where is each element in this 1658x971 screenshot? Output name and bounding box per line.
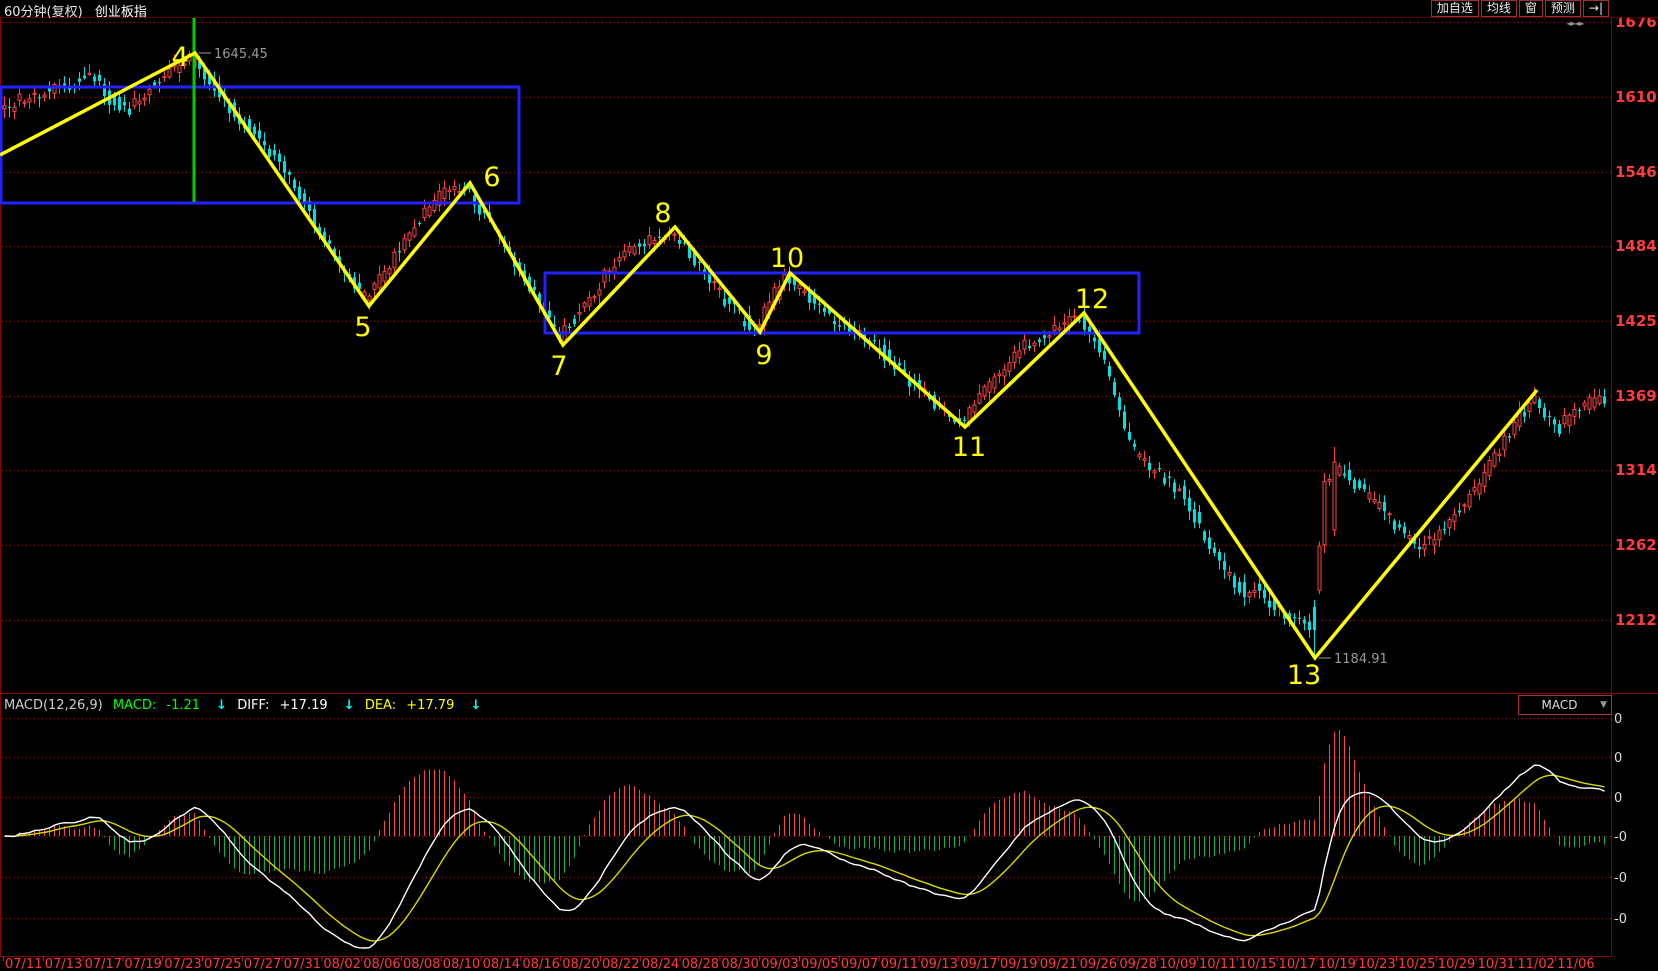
- svg-text:08/16: 08/16: [522, 957, 559, 971]
- svg-text:1262: 1262: [1615, 536, 1657, 554]
- grid-layer: [0, 18, 1658, 957]
- svg-text:08/28: 08/28: [682, 957, 719, 971]
- dea-down-arrow-icon: ↓: [470, 698, 482, 713]
- svg-text:0: 0: [1614, 791, 1622, 806]
- svg-text:10/17: 10/17: [1279, 957, 1316, 971]
- macd-layer: [4, 729, 1605, 949]
- svg-text:10/19: 10/19: [1318, 957, 1355, 971]
- toolbar-buttons: 加自选 均线 窗 预测 →|: [1429, 0, 1609, 17]
- svg-text:08/08: 08/08: [403, 957, 440, 971]
- svg-text:09/17: 09/17: [960, 957, 997, 971]
- macd-down-arrow-icon: ↓: [216, 698, 228, 713]
- svg-text:1610: 1610: [1615, 88, 1657, 106]
- overlay-layer: 4 5 6 7 8 9 10 11 12 13 1645.45 1184.91: [0, 18, 1539, 691]
- svg-text:1369: 1369: [1615, 387, 1657, 405]
- timeframe-label: 60分钟(复权): [4, 5, 83, 20]
- zigzag-line: [0, 50, 1539, 661]
- svg-text:11/02: 11/02: [1517, 957, 1554, 971]
- svg-text:07/19: 07/19: [124, 957, 161, 971]
- indicator-dropdown-label: MACD: [1541, 698, 1578, 712]
- svg-text:10/15: 10/15: [1239, 957, 1276, 971]
- window-button[interactable]: 窗: [1518, 0, 1543, 17]
- svg-text:08/10: 08/10: [443, 957, 480, 971]
- svg-text:08/06: 08/06: [363, 957, 400, 971]
- svg-text:07/13: 07/13: [45, 957, 82, 971]
- svg-text:08/20: 08/20: [562, 957, 599, 971]
- svg-text:10/11: 10/11: [1199, 957, 1236, 971]
- indicator-dropdown[interactable]: MACD ▼: [1518, 695, 1612, 715]
- macd-params-label: MACD(12,26,9): [4, 698, 103, 713]
- svg-text:-0: -0: [1614, 912, 1627, 927]
- svg-text:1314: 1314: [1615, 461, 1657, 479]
- svg-text:07/23: 07/23: [164, 957, 201, 971]
- chevron-down-icon: ▼: [1600, 700, 1607, 710]
- svg-text:0: 0: [1614, 751, 1622, 766]
- symbol-name: 创业板指: [94, 5, 147, 20]
- svg-text:08/24: 08/24: [642, 957, 679, 971]
- svg-text:1425: 1425: [1615, 312, 1657, 330]
- wave-point-label: 10: [770, 243, 804, 274]
- svg-text:1484: 1484: [1615, 237, 1657, 255]
- svg-text:09/28: 09/28: [1119, 957, 1156, 971]
- forecast-button[interactable]: 预测: [1544, 0, 1581, 17]
- svg-text:09/05: 09/05: [801, 957, 838, 971]
- price-annotation: 1184.91: [1334, 652, 1388, 667]
- svg-text:09/26: 09/26: [1080, 957, 1117, 971]
- svg-text:09/11: 09/11: [881, 957, 918, 971]
- svg-text:09/07: 09/07: [841, 957, 878, 971]
- svg-text:09/21: 09/21: [1040, 957, 1077, 971]
- wave-point-label: 5: [354, 312, 371, 343]
- wave-point-label: 13: [1287, 660, 1321, 691]
- svg-text:08/30: 08/30: [721, 957, 758, 971]
- svg-text:08/02: 08/02: [323, 957, 360, 971]
- svg-text:10/31: 10/31: [1478, 957, 1515, 971]
- svg-text:10/23: 10/23: [1358, 957, 1395, 971]
- wave-point-label: 4: [171, 42, 188, 73]
- svg-text:1212: 1212: [1615, 611, 1657, 629]
- svg-text:07/17: 07/17: [85, 957, 122, 971]
- top-bar: 60分钟(复权) 创业板指 加自选 均线 窗 预测 →|: [0, 0, 1658, 20]
- svg-text:07/11: 07/11: [5, 957, 42, 971]
- svg-text:-0: -0: [1614, 871, 1627, 886]
- svg-text:09/19: 09/19: [1000, 957, 1037, 971]
- macd-header: MACD(12,26,9) MACD: -1.21 ↓ DIFF: +17.19…: [4, 695, 487, 717]
- axis-layer: 167616101546148414251369131412621212000-…: [3, 13, 1657, 971]
- wave-point-label: 12: [1075, 284, 1109, 315]
- svg-text:08/14: 08/14: [483, 957, 520, 971]
- diff-down-arrow-icon: ↓: [343, 698, 355, 713]
- jump-to-latest-icon[interactable]: →|: [1582, 0, 1609, 17]
- svg-text:11/06: 11/06: [1557, 957, 1594, 971]
- svg-text:09/03: 09/03: [761, 957, 798, 971]
- wave-point-label: 7: [550, 351, 567, 382]
- svg-text:-0: -0: [1614, 830, 1627, 845]
- svg-text:08/22: 08/22: [602, 957, 639, 971]
- svg-text:0: 0: [1614, 712, 1622, 727]
- svg-text:10/09: 10/09: [1159, 957, 1196, 971]
- add-watchlist-button[interactable]: 加自选: [1430, 0, 1479, 17]
- svg-text:07/31: 07/31: [284, 957, 321, 971]
- wave-point-label: 6: [483, 162, 500, 193]
- wave-point-label: 9: [755, 340, 772, 371]
- chart-title: 60分钟(复权) 创业板指: [4, 1, 147, 20]
- dea-value-label: DEA: +17.79: [364, 698, 455, 713]
- svg-text:1546: 1546: [1615, 163, 1657, 181]
- svg-text:10/29: 10/29: [1438, 957, 1475, 971]
- svg-text:07/25: 07/25: [204, 957, 241, 971]
- svg-text:07/27: 07/27: [244, 957, 281, 971]
- splitter-handle-icon[interactable]: ◄►◄►: [1566, 19, 1585, 28]
- moving-average-button[interactable]: 均线: [1480, 0, 1517, 17]
- svg-text:09/13: 09/13: [920, 957, 957, 971]
- diff-value-label: DIFF: +17.19: [237, 698, 328, 713]
- macd-value-label: MACD: -1.21: [112, 698, 201, 713]
- price-annotation: 1645.45: [214, 47, 268, 62]
- wave-point-label: 8: [654, 198, 671, 229]
- wave-point-label: 11: [952, 432, 986, 463]
- svg-text:10/25: 10/25: [1398, 957, 1435, 971]
